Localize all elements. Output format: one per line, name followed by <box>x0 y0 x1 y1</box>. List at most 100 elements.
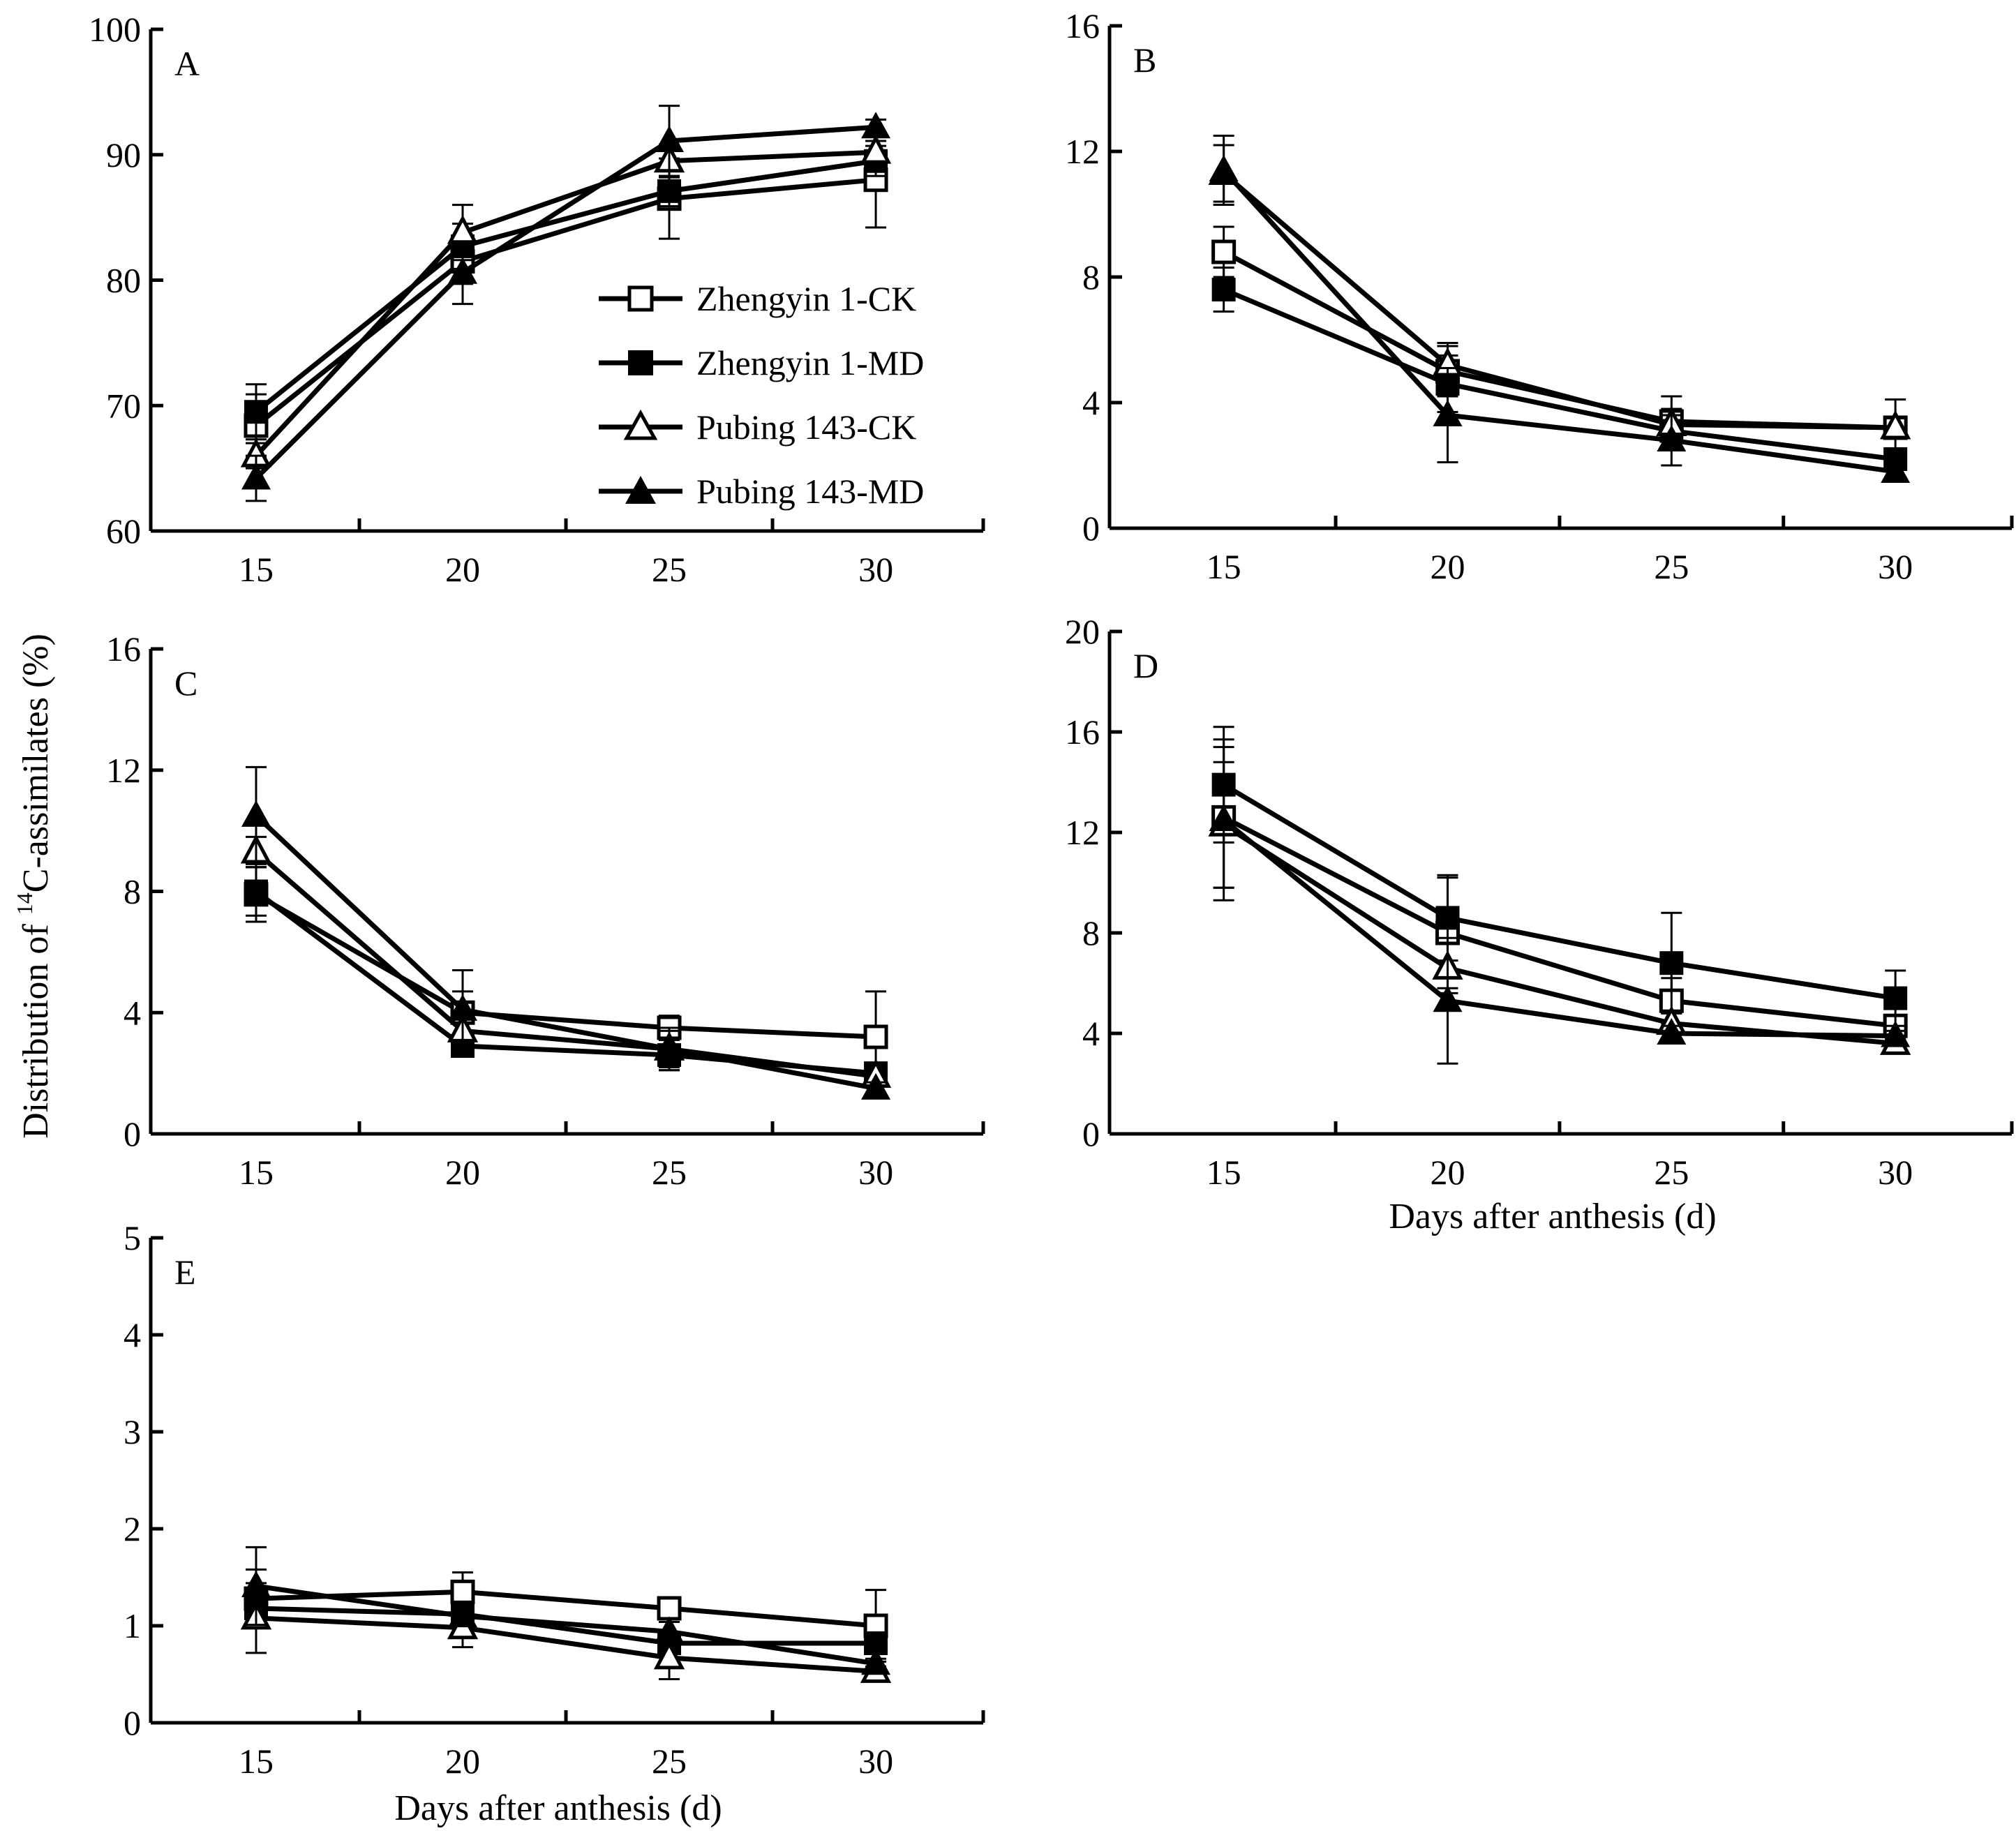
data-point-filled-triangle <box>448 1601 478 1628</box>
legend-label: Zhengyin 1-MD <box>696 343 924 382</box>
series-pubing-143-md <box>241 1546 891 1675</box>
data-point-filled-triangle <box>1209 805 1239 831</box>
panel-letter: B <box>1133 40 1156 80</box>
series-pubing-143-md <box>241 765 891 1100</box>
y-tick-label: 0 <box>124 1114 141 1153</box>
panel-e: 0 1 2 3 4 5 15 20 25 30 E <box>124 1218 985 1781</box>
y-tick-label: 12 <box>106 751 141 790</box>
x-tick-label: 15 <box>239 1153 274 1192</box>
data-point-filled-square <box>1659 951 1684 975</box>
data-point-filled-triangle <box>1881 456 1911 483</box>
data-point-filled-square <box>657 179 682 203</box>
data-point-filled-triangle <box>655 125 685 152</box>
series-line <box>255 1589 876 1629</box>
legend: Zhengyin 1-CK Zhengyin 1-MD Pubing 143-C… <box>599 279 924 511</box>
series-line <box>1222 168 1896 474</box>
data-point-filled-square <box>244 400 268 424</box>
x-tick-label: 30 <box>858 550 893 589</box>
data-point-open-square <box>657 1596 682 1621</box>
series-line <box>254 158 876 414</box>
y-tick-label: 5 <box>124 1218 141 1257</box>
data-point-open-triangle <box>653 1640 685 1670</box>
y-tick-label: 4 <box>124 993 141 1032</box>
series-line <box>1222 171 1896 431</box>
data-point-open-square <box>1211 239 1237 264</box>
data-point-open-square <box>863 1024 888 1049</box>
series-pubing-143-md <box>1209 135 1911 483</box>
panel-letter: E <box>174 1252 196 1292</box>
x-tick-label: 25 <box>652 1742 687 1781</box>
series-line <box>1223 287 1896 462</box>
y-tick-label: 16 <box>1065 6 1100 45</box>
legend-label: Pubing 143-CK <box>696 407 916 447</box>
x-tick-label: 30 <box>1878 1153 1913 1192</box>
x-tick-label: 20 <box>445 550 480 589</box>
series-line <box>254 814 876 1091</box>
y-tick-label: 16 <box>1065 712 1100 751</box>
filled-square-marker-icon <box>628 350 653 375</box>
data-point-open-triangle <box>860 134 892 164</box>
data-point-filled-triangle <box>448 994 478 1021</box>
y-tick-label: 60 <box>106 511 141 551</box>
legend-item-zhengyin-1-md: Zhengyin 1-MD <box>599 343 924 382</box>
series-line <box>255 892 876 1040</box>
y-axis-title-rest: C-assimilates (%) <box>16 634 56 892</box>
data-point-open-triangle <box>1880 410 1911 440</box>
data-point-filled-triangle <box>861 1648 891 1675</box>
data-point-filled-triangle <box>1657 1018 1687 1045</box>
x-tick-label: 15 <box>239 550 274 589</box>
data-point-filled-triangle <box>241 800 271 827</box>
y-tick-label: 16 <box>106 629 141 668</box>
panel-d: 0 4 8 12 16 20 15 20 25 30 D <box>1065 612 2014 1192</box>
series-pubing-143-md <box>241 105 891 502</box>
y-tick-label: 3 <box>124 1412 141 1451</box>
x-tick-label: 25 <box>1654 547 1689 586</box>
y-tick-label: 1 <box>124 1606 141 1645</box>
data-point-filled-triangle <box>861 112 891 139</box>
y-tick-label: 2 <box>124 1509 141 1548</box>
data-point-filled-triangle <box>448 257 478 284</box>
series-line <box>255 1583 876 1666</box>
legend-label: Zhengyin 1-CK <box>696 279 916 318</box>
series-line <box>255 1606 876 1646</box>
open-triangle-marker-icon <box>623 409 658 440</box>
data-point-filled-triangle <box>1881 1020 1911 1047</box>
panel-a: 60 70 80 90 100 15 20 25 30 A <box>89 10 985 589</box>
x-tick-label: 30 <box>858 1742 893 1781</box>
y-tick-label: 8 <box>1082 913 1100 952</box>
data-point-filled-triangle <box>655 1033 685 1061</box>
panel-letter: C <box>174 664 197 703</box>
y-tick-label: 100 <box>89 10 141 49</box>
y-tick-label: 0 <box>1082 1114 1100 1153</box>
legend-item-zhengyin-1-ck: Zhengyin 1-CK <box>599 279 916 318</box>
x-tick-label: 30 <box>858 1153 893 1192</box>
data-point-filled-triangle <box>861 1072 891 1100</box>
y-tick-label: 0 <box>1082 509 1100 548</box>
x-tick-label: 20 <box>1430 547 1465 586</box>
legend-item-pubing-143-md: Pubing 143-MD <box>599 472 924 511</box>
data-point-filled-triangle <box>241 1571 271 1598</box>
y-tick-label: 4 <box>1082 383 1100 422</box>
panel-b: 0 4 8 12 16 15 20 25 30 B <box>1065 6 2014 586</box>
data-point-filled-triangle <box>1657 425 1687 451</box>
filled-triangle-marker-icon <box>625 476 656 504</box>
series-line <box>254 850 876 1079</box>
y-tick-label: 90 <box>106 135 141 174</box>
data-point-filled-triangle <box>1209 155 1239 181</box>
y-tick-label: 12 <box>1065 813 1100 852</box>
x-tick-label: 25 <box>652 1153 687 1192</box>
series-line <box>254 149 876 458</box>
y-tick-label: 20 <box>1065 612 1100 651</box>
open-square-marker-icon <box>627 285 654 312</box>
y-tick-label: 0 <box>124 1703 141 1742</box>
panel-letter: D <box>1133 646 1158 685</box>
data-point-filled-triangle <box>1433 400 1463 426</box>
data-point-filled-square <box>1883 986 1908 1010</box>
x-tick-label: 15 <box>1207 547 1241 586</box>
data-point-open-square <box>450 1579 475 1604</box>
series-line <box>1222 818 1896 1039</box>
y-axis-title: Distribution of 14C-assimilates (%) <box>12 634 56 1139</box>
y-tick-label: 12 <box>1065 132 1100 171</box>
y-tick-label: 70 <box>106 386 141 425</box>
